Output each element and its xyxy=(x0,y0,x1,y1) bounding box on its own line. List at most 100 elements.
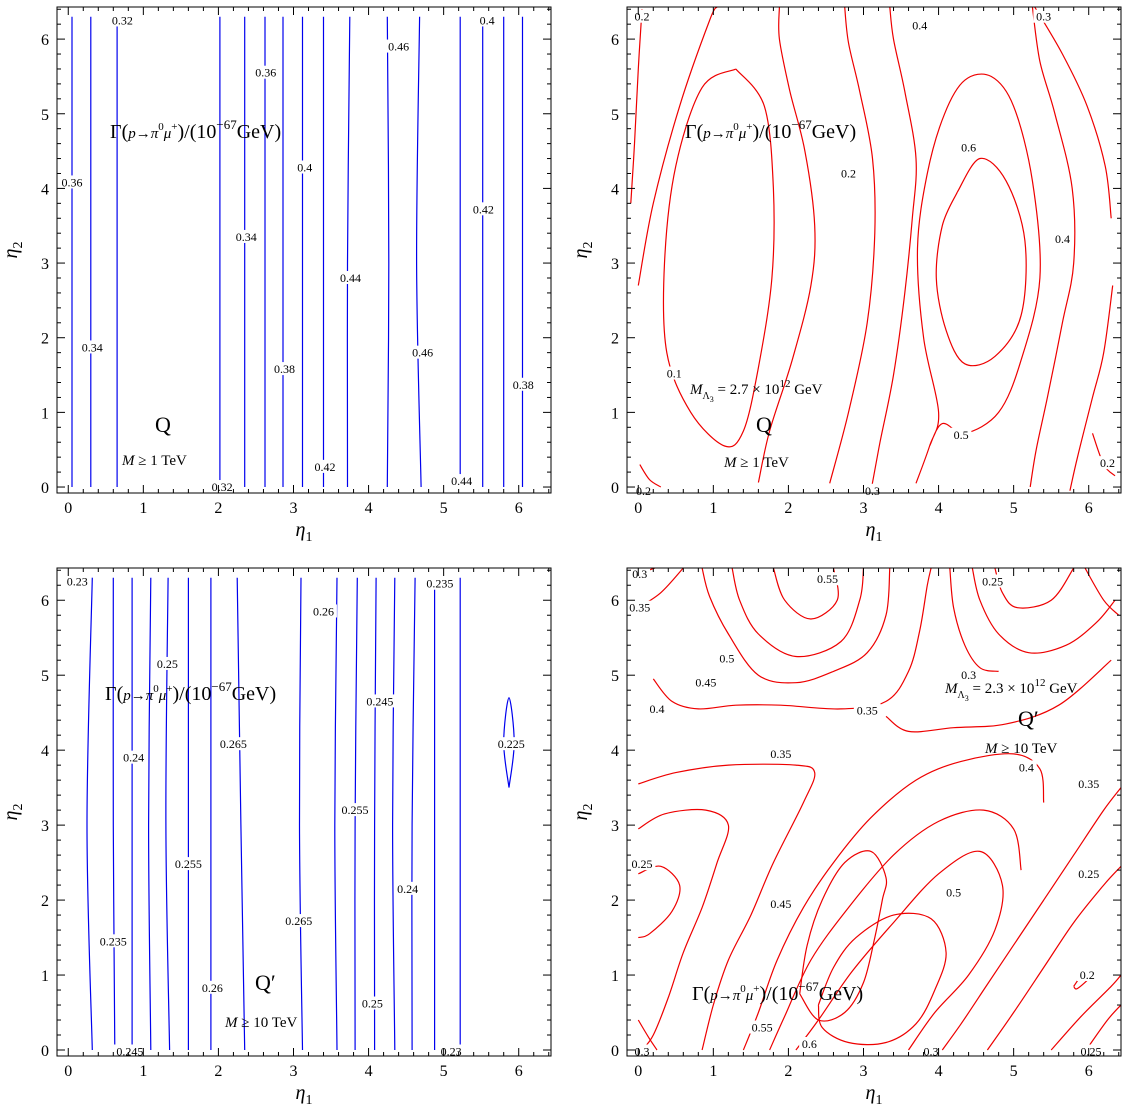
contour-label-bg xyxy=(920,1044,942,1058)
contour-line xyxy=(757,7,816,483)
contour-label-bg xyxy=(692,675,720,689)
x-tick-label: 1 xyxy=(139,500,147,517)
contour-label-bg xyxy=(943,885,964,899)
contour-label-bg xyxy=(1076,968,1098,982)
x-tick-label: 0 xyxy=(64,500,72,517)
y-axis-label: η2 xyxy=(0,804,26,821)
contour-label: 0.38 xyxy=(513,378,534,392)
contour-line xyxy=(298,577,304,1051)
contour-label: 0.235 xyxy=(426,577,453,591)
contour-label: 0.2 xyxy=(841,166,856,180)
contour-label: 0.34 xyxy=(82,340,103,354)
contour-label: 0.25 xyxy=(157,657,178,671)
contour-label: 0.26 xyxy=(202,981,223,995)
contour-label-bg xyxy=(853,703,881,717)
contour-label-bg xyxy=(979,574,1007,588)
contour-line xyxy=(391,577,396,1051)
contour-line xyxy=(769,809,1022,1051)
y-tick-label: 4 xyxy=(41,181,49,198)
rate-annotation: Γ(p→π0μ+)/(10−67GeV) xyxy=(685,117,856,143)
y-axis-label: η2 xyxy=(570,242,596,259)
contour-label-bg xyxy=(631,9,653,23)
contour-label: 0.4 xyxy=(297,161,312,175)
contour-line xyxy=(639,464,662,488)
contour-label-bg xyxy=(838,166,859,180)
contour-line xyxy=(885,659,1112,733)
x-tick-label: 2 xyxy=(214,1063,222,1080)
contour-label: 0.5 xyxy=(719,652,734,666)
contour-label-bg xyxy=(958,140,979,154)
contour-label-bg xyxy=(282,914,316,928)
contour-line xyxy=(86,577,93,1051)
contour-label: 0.35 xyxy=(857,703,878,717)
y-tick-label: 5 xyxy=(611,668,619,685)
panel-1: 0.32 0.4 0.36 0.46 0.36 0.4 0.42 0.34 0.44 0.34 0.… xyxy=(0,6,552,545)
mass-lambda-annotation: MΛ3 = 2.3 × 1012 GeV xyxy=(944,677,1078,703)
x-tick-label: 3 xyxy=(859,500,867,517)
contour-label: 0.3 xyxy=(1036,10,1051,24)
contour-label: 0.23 xyxy=(67,574,88,588)
x-axis-label: η1 xyxy=(296,519,313,545)
contour-label-bg xyxy=(909,18,931,32)
contour-line xyxy=(935,157,1027,367)
y-axis-label: η2 xyxy=(0,242,26,259)
y-tick-label: 0 xyxy=(611,480,619,497)
mass-bound-annotation: M ≥ 10 TeV xyxy=(984,741,1057,757)
contour-label-bg xyxy=(108,13,136,27)
contour-label-bg xyxy=(216,737,250,751)
contour-label-bg xyxy=(232,229,260,243)
ticks xyxy=(627,7,1121,493)
contour-line xyxy=(994,568,1075,609)
contour-line xyxy=(795,850,1004,1051)
contour-label-bg xyxy=(271,362,298,376)
y-tick-label: 2 xyxy=(611,893,619,910)
contour-label: 0.255 xyxy=(342,803,369,817)
contour-label-bg xyxy=(120,750,147,764)
x-tick-label: 4 xyxy=(365,500,373,517)
contour-label-bg xyxy=(476,13,498,27)
contour-label-bg xyxy=(1077,1044,1105,1058)
contour-line xyxy=(799,850,888,1022)
contour-line xyxy=(112,577,116,1051)
contour-line xyxy=(701,568,891,684)
contour-lines xyxy=(71,16,524,488)
y-tick-label: 0 xyxy=(41,1043,49,1060)
plot-frame xyxy=(626,6,1122,494)
contour-line xyxy=(1069,285,1114,491)
contour-label: 0.2 xyxy=(635,10,650,24)
panel-4: 0.3 0.55 0.250.350.50.450.30.4 0.350.350.40… xyxy=(570,566,1122,1108)
contour-label-bg xyxy=(294,160,316,174)
contour-label: 0.3 xyxy=(865,484,880,498)
y-tick-label: 5 xyxy=(611,107,619,124)
x-tick-label: 6 xyxy=(515,1063,523,1080)
contour-label: 0.4 xyxy=(912,19,927,33)
y-tick-label: 3 xyxy=(41,818,49,835)
mass-bound-annotation: M ≥ 1 TeV xyxy=(121,453,187,469)
contour-label-bg xyxy=(153,656,181,670)
y-tick-label: 0 xyxy=(611,1043,619,1060)
contour-label-bg xyxy=(338,803,372,817)
x-axis-label: η1 xyxy=(866,1082,883,1108)
contour-label: 0.46 xyxy=(388,40,409,54)
y-tick-label: 2 xyxy=(611,331,619,348)
contour-label: 0.25 xyxy=(1078,867,1099,881)
contour-line xyxy=(1050,974,1121,1051)
contour-label-bg xyxy=(96,934,130,948)
contour-label: 0.3 xyxy=(632,567,647,581)
contour-label: 0.5 xyxy=(946,886,961,900)
x-tick-label: 2 xyxy=(214,500,222,517)
contour-label-bg xyxy=(628,857,656,871)
contour-line xyxy=(742,753,1045,1051)
y-tick-label: 5 xyxy=(41,107,49,124)
contour-label: 0.44 xyxy=(451,474,472,488)
y-tick-label: 3 xyxy=(611,256,619,273)
x-tick-label: 2 xyxy=(784,500,792,517)
y-tick-label: 1 xyxy=(41,968,49,985)
contour-label: 0.44 xyxy=(340,271,361,285)
contour-label-bg xyxy=(311,459,339,473)
contour-line xyxy=(1029,7,1076,488)
contour-label: 0.45 xyxy=(695,676,716,690)
contour-line xyxy=(354,577,358,1051)
